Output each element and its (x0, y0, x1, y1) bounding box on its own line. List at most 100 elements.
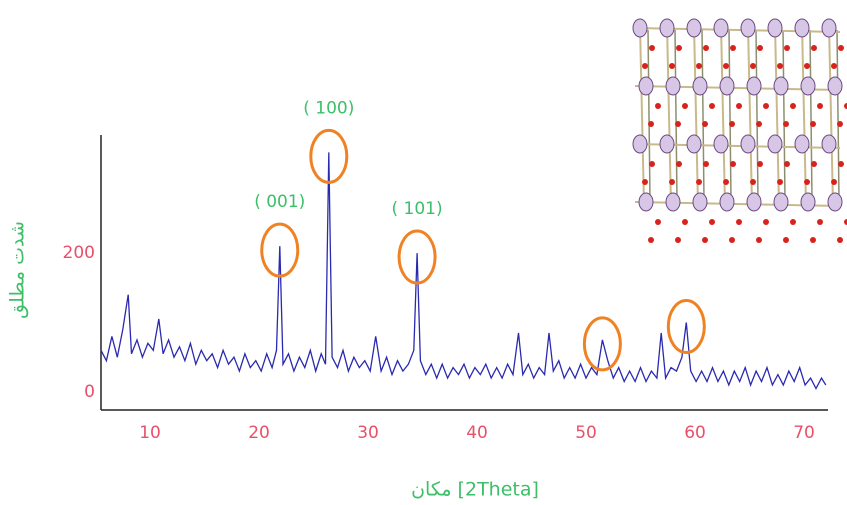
atom (714, 19, 728, 37)
atom (714, 135, 728, 153)
atom (730, 45, 736, 51)
atom (795, 19, 809, 37)
atom (709, 103, 715, 109)
atom (741, 135, 755, 153)
atom (783, 121, 789, 127)
atom (750, 179, 756, 185)
atom (817, 103, 823, 109)
atom (763, 219, 769, 225)
atom (655, 219, 661, 225)
atom (720, 77, 734, 95)
x-tick-label: 30 (357, 423, 379, 443)
atom (756, 237, 762, 243)
atom (837, 237, 843, 243)
atom (811, 45, 817, 51)
atom (682, 219, 688, 225)
x-tick-label: 10 (139, 423, 161, 443)
atom (639, 193, 653, 211)
atom (649, 45, 655, 51)
atom (633, 19, 647, 37)
atom (784, 161, 790, 167)
atom (720, 193, 734, 211)
atom (648, 237, 654, 243)
atom (747, 77, 761, 95)
chart: مکان [2Theta] شدت مطلق 10203040506070020… (0, 0, 847, 505)
atom (768, 19, 782, 37)
atom (696, 179, 702, 185)
atom (687, 135, 701, 153)
y-tick-label: 0 (84, 382, 95, 402)
peak-label: ( 100) (303, 98, 354, 118)
atom (639, 77, 653, 95)
atom (736, 219, 742, 225)
atom (682, 103, 688, 109)
atom (756, 121, 762, 127)
atom (702, 121, 708, 127)
atom (666, 77, 680, 95)
atom (838, 45, 844, 51)
atom (696, 63, 702, 69)
atom (642, 63, 648, 69)
atom (633, 135, 647, 153)
atom (763, 103, 769, 109)
atom (777, 179, 783, 185)
peak-label: ( 101) (392, 199, 443, 219)
atom (804, 179, 810, 185)
x-axis-label: مکان [2Theta] (411, 479, 539, 501)
atom (747, 193, 761, 211)
atom (703, 161, 709, 167)
atom (736, 103, 742, 109)
atom (801, 77, 815, 95)
atom (709, 219, 715, 225)
atom (723, 63, 729, 69)
atom (795, 135, 809, 153)
atom (774, 77, 788, 95)
atom (676, 161, 682, 167)
atom (655, 103, 661, 109)
atom (730, 161, 736, 167)
atom (666, 193, 680, 211)
atom (828, 77, 842, 95)
atom (642, 179, 648, 185)
atom (784, 45, 790, 51)
atom (702, 237, 708, 243)
atom (649, 161, 655, 167)
atom (648, 121, 654, 127)
crystal-structure-image (628, 12, 847, 243)
atom (790, 219, 796, 225)
peak-label: ( 001) (254, 192, 305, 212)
atom (669, 63, 675, 69)
atom (675, 237, 681, 243)
atom (675, 121, 681, 127)
atom (774, 193, 788, 211)
atom (729, 121, 735, 127)
atom (729, 237, 735, 243)
atom (831, 63, 837, 69)
atom (790, 103, 796, 109)
atom (810, 121, 816, 127)
atom (669, 179, 675, 185)
atom (804, 63, 810, 69)
atom (660, 135, 674, 153)
x-tick-label: 40 (466, 423, 488, 443)
atom (777, 63, 783, 69)
x-tick-label: 50 (575, 423, 597, 443)
atom (801, 193, 815, 211)
y-axis-label: شدت مطلق (7, 221, 29, 319)
atom (811, 161, 817, 167)
atom (822, 19, 836, 37)
atom (676, 45, 682, 51)
atom (817, 219, 823, 225)
atom (693, 77, 707, 95)
y-tick-label: 200 (63, 243, 95, 263)
atom (831, 179, 837, 185)
x-tick-label: 70 (793, 423, 815, 443)
atom (837, 121, 843, 127)
atom (750, 63, 756, 69)
atom (768, 135, 782, 153)
atom (757, 161, 763, 167)
atom (838, 161, 844, 167)
atom (822, 135, 836, 153)
atom (783, 237, 789, 243)
atom (723, 179, 729, 185)
